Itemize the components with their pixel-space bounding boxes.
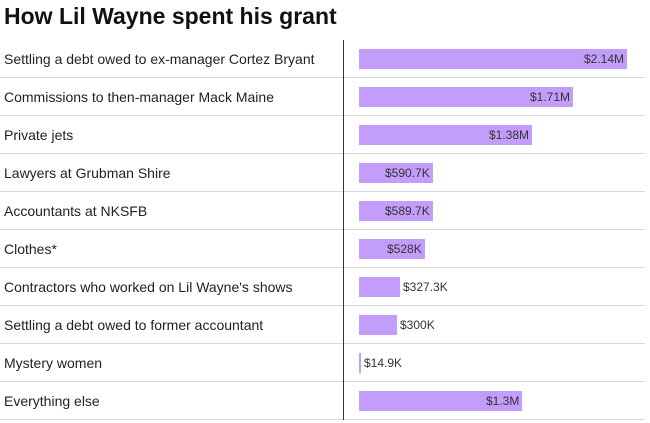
value-label: $14.9K [364,356,403,370]
bar [359,87,573,107]
category-label: Private jets [4,127,74,143]
category-label: Commissions to then-manager Mack Maine [4,89,274,105]
bar [359,315,397,335]
value-label: $2.14M [584,52,625,66]
bar [359,163,433,183]
value-label: $300K [400,318,435,332]
value-label: $1.71M [530,90,571,104]
chart-row: Everything else $1.3M [0,382,645,420]
chart-row: Private jets $1.38M [0,116,645,154]
chart-row: Contractors who worked on Lil Wayne's sh… [0,268,645,306]
value-label: $1.3M [486,394,520,408]
category-label: Everything else [4,393,100,409]
bar [359,125,532,145]
value-label: $590.7K [385,166,430,180]
bar-chart: Settling a debt owed to ex-manager Corte… [0,40,645,420]
value-label: $327.3K [403,280,448,294]
chart-title: How Lil Wayne spent his grant [4,3,337,29]
bar [359,239,425,259]
bar [359,49,627,69]
bar [359,391,522,411]
chart-row: Accountants at NKSFB $589.7K [0,192,645,230]
chart-row: Lawyers at Grubman Shire $590.7K [0,154,645,192]
y-axis-line [343,40,344,420]
value-label: $1.38M [489,128,530,142]
chart-row: Commissions to then-manager Mack Maine $1… [0,78,645,116]
chart-row: Settling a debt owed to former accountan… [0,306,645,344]
chart-row: Settling a debt owed to ex-manager Corte… [0,40,645,78]
category-label: Accountants at NKSFB [4,203,148,219]
bar [359,277,400,297]
category-label: Contractors who worked on Lil Wayne's sh… [4,279,293,295]
category-label: Settling a debt owed to former accountan… [4,317,264,333]
category-label: Mystery women [4,355,103,371]
value-label: $528K [387,242,422,256]
bar [359,201,433,221]
value-label: $589.7K [385,204,430,218]
category-label: Lawyers at Grubman Shire [4,165,171,181]
category-label: Settling a debt owed to ex-manager Corte… [4,51,315,67]
chart-row: Mystery women $14.9K [0,344,645,382]
bar [359,353,361,373]
category-label: Clothes* [4,241,57,257]
chart-row: Clothes* $528K [0,230,645,268]
